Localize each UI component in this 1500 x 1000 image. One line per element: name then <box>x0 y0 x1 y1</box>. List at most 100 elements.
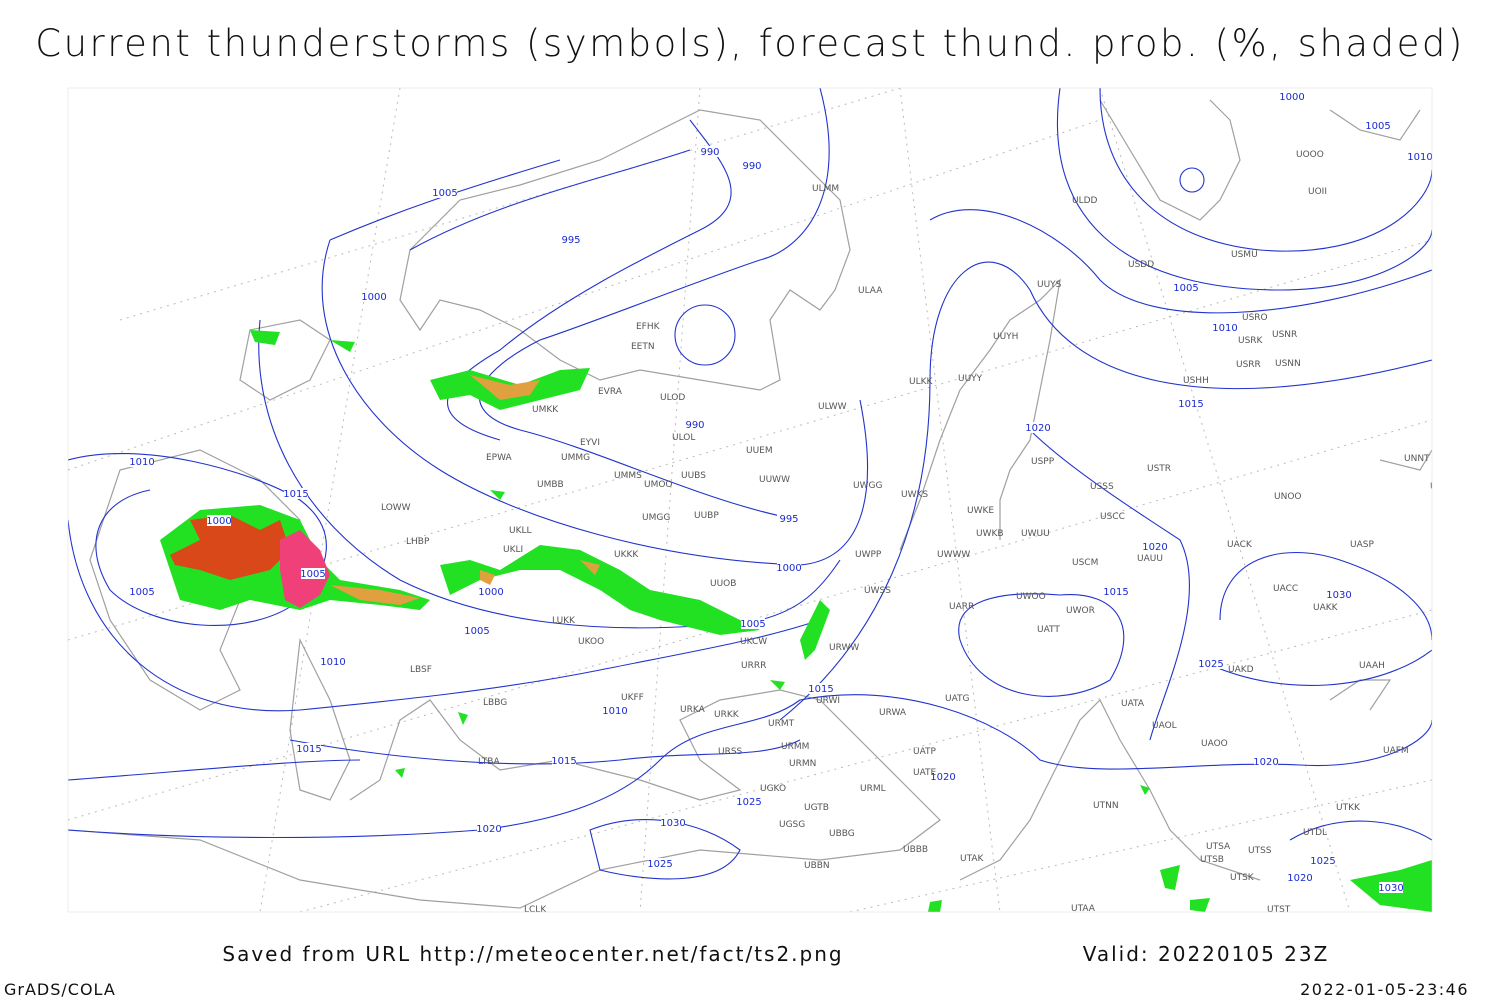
station-label: EYVI <box>580 438 600 448</box>
isobar-label: 1015 <box>1178 399 1203 410</box>
station-label: UTDL <box>1303 828 1327 838</box>
station-label: UWOR <box>1066 606 1095 616</box>
label-bg <box>740 160 764 171</box>
map: 1000 1005 1010 990 990 1005 995 1000 990 995 1000 1… <box>68 88 1456 915</box>
station-label: UBBB <box>903 845 928 855</box>
station-label: UATG <box>945 694 970 704</box>
station-label: LHBP <box>406 537 430 547</box>
label-bg <box>559 234 583 245</box>
label-bg <box>1288 872 1312 883</box>
station-label: UNNT <box>1404 454 1430 464</box>
station-label: URWA <box>879 708 907 718</box>
timestamp: 2022-01-05-23:46 <box>1300 980 1469 999</box>
isobar-label: 1010 <box>602 706 627 717</box>
label-bg <box>297 743 321 754</box>
station-label: USPP <box>1031 457 1055 467</box>
label-bg <box>433 187 457 198</box>
isobar-label: 1005 <box>300 569 325 580</box>
isobar-label: 1010 <box>1407 152 1432 163</box>
station-label: UGKO <box>760 784 786 794</box>
station-label: URMN <box>789 759 816 769</box>
station-label: UWKE <box>967 506 994 516</box>
station-label: EETN <box>631 342 655 352</box>
label-bg <box>683 419 707 430</box>
station-label: UNBB <box>1430 482 1456 492</box>
station-label: UARR <box>949 602 974 612</box>
station-label: USRR <box>1236 360 1261 370</box>
station-label: UTAK <box>960 854 985 864</box>
label-bg <box>207 515 231 526</box>
station-label: UUYH <box>993 332 1018 342</box>
coastlines <box>68 99 1432 909</box>
station-label: UUBP <box>694 511 719 521</box>
label-bg <box>284 488 308 499</box>
station-label: UAAH <box>1359 661 1385 671</box>
label-bg <box>321 656 345 667</box>
station-label: UWGG <box>853 481 882 491</box>
station-label: UWUU <box>1021 529 1050 539</box>
isobar-label: 1015 <box>283 489 308 500</box>
station-label: ULOD <box>660 393 685 403</box>
station-label: UUYS <box>1037 280 1062 290</box>
isobar-label: 1005 <box>1173 283 1198 294</box>
isobar-label: 1025 <box>1310 856 1335 867</box>
label-bg <box>809 683 833 694</box>
station-label: UWSS <box>864 586 891 596</box>
label-bg <box>130 586 154 597</box>
station-label: UMBB <box>537 480 564 490</box>
station-labels: ULMM ULDD USDD USMU UUYS ULAA USRO USRK USNR USRR… <box>381 150 1456 915</box>
isobar-label: 1015 <box>296 744 321 755</box>
isobar-label: 1010 <box>129 457 154 468</box>
label-bg <box>1179 398 1203 409</box>
label-bg <box>362 291 386 302</box>
station-label: UATP <box>913 747 937 757</box>
label-bg <box>777 562 801 573</box>
isobar-label: 1010 <box>1212 323 1237 334</box>
station-label: URMM <box>781 742 809 752</box>
station-label: UGSG <box>779 820 805 830</box>
label-bg <box>603 705 627 716</box>
label-bg <box>1213 322 1237 333</box>
label-bg <box>301 568 325 579</box>
station-label: UTAA <box>1071 904 1096 914</box>
isobar-label: 1020 <box>476 824 501 835</box>
label-bg <box>1026 422 1050 433</box>
station-label: URRR <box>741 661 766 671</box>
station-label: UUWW <box>759 475 790 485</box>
station-label: USRO <box>1242 313 1268 323</box>
station-label: UWOO <box>1016 592 1046 602</box>
station-label: UACC <box>1273 584 1298 594</box>
station-label: ULOL <box>672 433 695 443</box>
station-label: URKA <box>680 705 706 715</box>
station-label: UKCW <box>740 637 767 647</box>
station-label: URSS <box>718 747 743 757</box>
label-bg <box>661 817 685 828</box>
station-label: ULDD <box>1072 196 1098 206</box>
station-label: LOWW <box>381 503 411 513</box>
label-bg <box>1327 589 1351 600</box>
label-bg <box>1143 541 1167 552</box>
station-label: UAFM <box>1383 746 1409 756</box>
station-label: EVRA <box>598 387 623 397</box>
isobar-label: 1000 <box>776 563 801 574</box>
station-label: UMGG <box>642 513 670 523</box>
thunderstorm-probability <box>160 330 1432 912</box>
isobar-labels: 1000 1005 1010 990 990 1005 995 1000 990 995 1000 1… <box>129 91 1432 894</box>
station-label: USCC <box>1100 512 1125 522</box>
station-label: UMOO <box>644 480 673 490</box>
isobar-label: 1015 <box>808 684 833 695</box>
station-label: UMMS <box>614 471 642 481</box>
isobar-label: 1000 <box>206 516 231 527</box>
isobar-label: 1020 <box>930 772 955 783</box>
isobar-label: 1005 <box>129 587 154 598</box>
station-label: USRK <box>1238 336 1264 346</box>
isobar-label: 1020 <box>1287 873 1312 884</box>
station-label: URWW <box>829 643 859 653</box>
station-label: UOOO <box>1296 150 1324 160</box>
station-label: UTST <box>1267 905 1291 915</box>
station-label: UMKK <box>532 405 559 415</box>
isobar-label: 990 <box>685 420 704 431</box>
label-bg <box>1280 91 1304 102</box>
station-label: UAOL <box>1152 721 1177 731</box>
